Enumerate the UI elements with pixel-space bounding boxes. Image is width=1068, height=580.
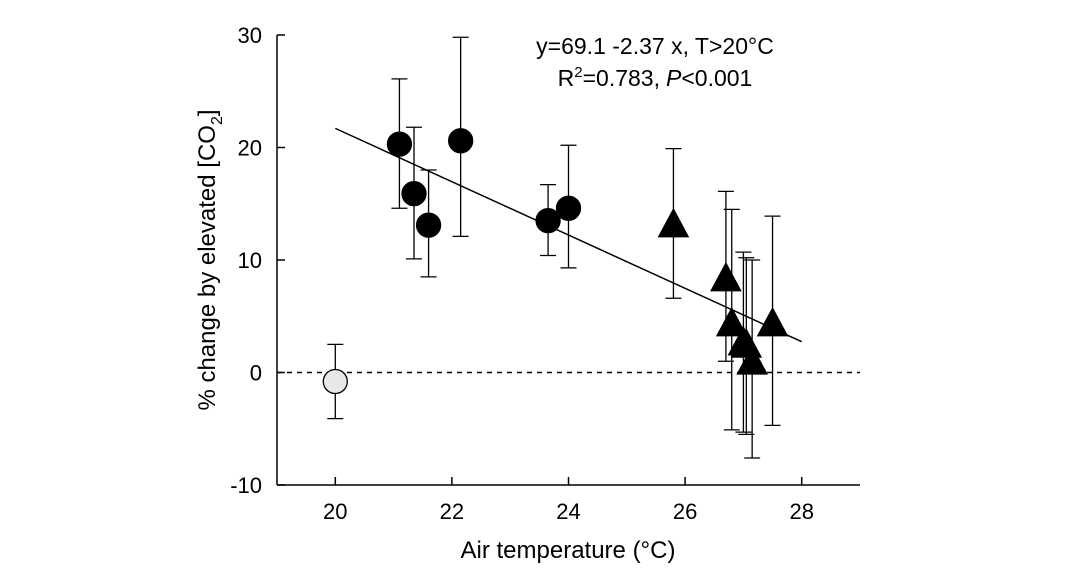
circle-marker (415, 212, 442, 238)
circle-point (415, 169, 442, 278)
y-axis-title-close: ] (194, 109, 221, 116)
triangle-marker (710, 261, 742, 292)
triangle-point (657, 147, 690, 299)
circle-point (447, 36, 474, 238)
axis-ticks: -10 0 10 20 30 20 22 24 26 28 (230, 23, 814, 524)
data-points (322, 36, 789, 459)
y-tick-label: 10 (238, 248, 262, 273)
circle-point (322, 343, 348, 420)
triangle-point (756, 215, 789, 427)
regression-equation: y=69.1 -2.37 x, T>20°C (536, 33, 774, 59)
circle-marker (386, 131, 413, 157)
r-value: =0.783, (583, 65, 660, 91)
y-tick-label: -10 (230, 473, 262, 498)
y-tick-label: 30 (238, 23, 262, 48)
triangle-marker (756, 306, 789, 337)
x-tick-label: 22 (440, 499, 464, 524)
triangle-marker (736, 345, 768, 375)
y-axis-title: % change by elevated [CO2] (194, 109, 226, 410)
r-superscript: 2 (574, 64, 582, 81)
circle-point (555, 144, 582, 269)
circle-point (535, 183, 561, 257)
y-tick-label: 0 (250, 361, 262, 386)
triangle-marker (715, 306, 748, 337)
x-axis-title: Air temperature (°C) (461, 537, 676, 564)
circle-point (386, 78, 413, 209)
circle-marker (447, 128, 474, 154)
x-tick-label: 26 (673, 499, 697, 524)
x-tick-label: 20 (323, 499, 347, 524)
circle-point (401, 126, 427, 260)
p-value: <0.001 (681, 65, 752, 91)
circle-marker (401, 180, 427, 207)
x-tick-label: 24 (556, 499, 580, 524)
r-label: R (558, 65, 575, 91)
y-tick-label: 20 (238, 136, 262, 161)
y-axis-title-subscript: 2 (209, 116, 226, 125)
circle-marker (555, 195, 582, 221)
triangle-point (715, 208, 748, 431)
triangle-marker (657, 207, 690, 238)
circle-marker (535, 207, 561, 234)
regression-stats: R2=0.783, P<0.001 (558, 64, 753, 91)
p-label: P (666, 65, 682, 91)
x-tick-label: 28 (789, 499, 813, 524)
triangle-point (736, 259, 768, 459)
y-axis-title-main: % change by elevated [CO (194, 125, 221, 411)
circle-marker (322, 368, 348, 395)
